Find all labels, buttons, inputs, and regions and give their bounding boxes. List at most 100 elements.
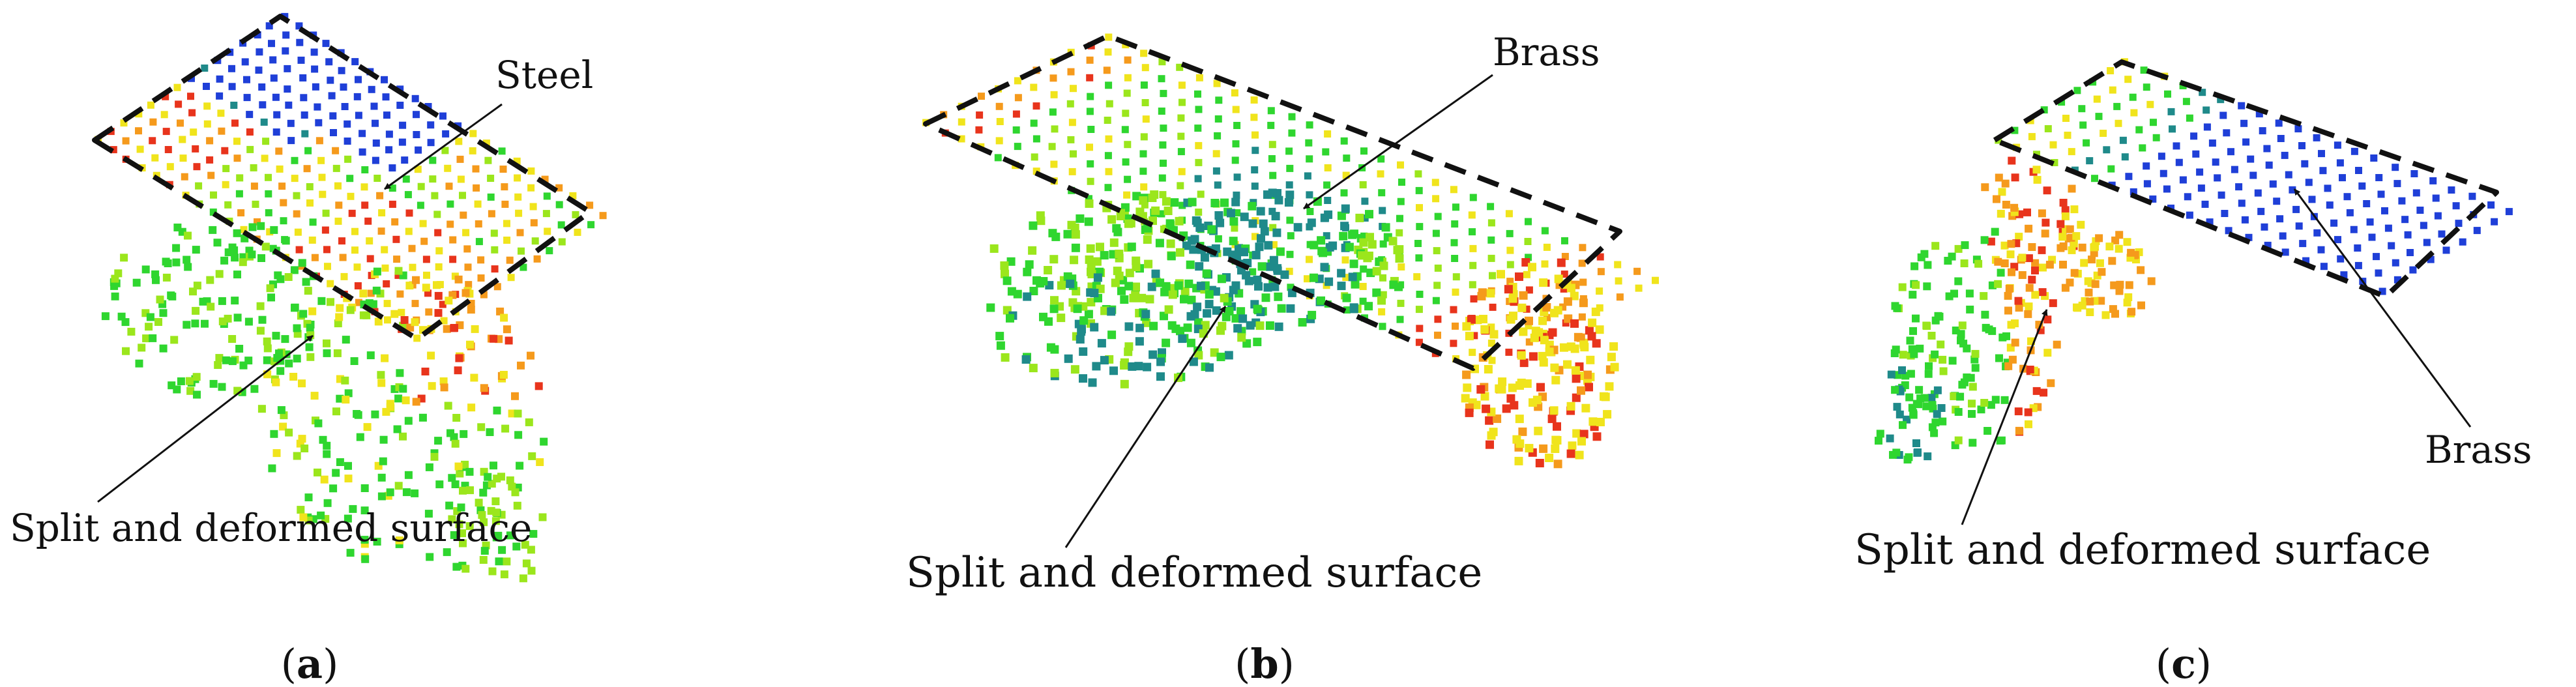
point-a [463,245,471,253]
point-a [314,468,321,476]
point-b [1182,241,1191,250]
arrow-split-c [1961,309,2048,525]
point-b [958,118,965,126]
point-a [276,275,285,284]
point-a [500,314,508,322]
point-b [1572,393,1581,402]
point-c [2049,299,2057,308]
point-c [1968,410,1976,418]
point-b [1377,155,1385,163]
point-b [1066,100,1074,108]
point-b [1359,238,1368,247]
point-b [1231,281,1240,290]
point-b [1067,220,1076,229]
point-b [1588,318,1597,327]
point-c [1997,436,2006,445]
point-b [1184,279,1193,288]
point-b [1214,235,1222,242]
point-a [399,121,407,129]
point-b [1462,322,1471,331]
point-c [2080,259,2088,267]
point-c [2070,205,2079,214]
point-b [1001,269,1009,278]
point-a [390,310,399,318]
point-b [1267,107,1275,115]
point-b [1560,285,1568,293]
point-b [1325,277,1334,286]
point-c [1950,392,1958,400]
point-c [1960,259,1969,267]
point-b [1141,64,1149,72]
point-a [246,145,254,153]
point-a [376,192,384,199]
point-a [450,531,458,539]
point-a [467,306,475,314]
point-c [1971,349,1980,358]
point-b [1242,270,1251,280]
point-b [1563,297,1572,306]
point-a [192,246,200,254]
point-b [1233,122,1241,129]
point-a [487,175,495,182]
point-b [1073,304,1082,314]
point-a [530,219,538,227]
point-b [1207,225,1216,234]
point-a [135,110,143,118]
point-b [1577,437,1586,446]
point-a [391,218,399,226]
point-b [1360,265,1368,273]
point-b [1310,273,1318,282]
point-b [1158,75,1165,83]
point-c [2039,263,2047,272]
point-c [1937,404,1946,412]
point-c [2318,150,2325,158]
point-a [491,265,499,273]
point-a [306,323,314,332]
point-a [334,182,342,190]
point-a [306,199,314,207]
point-b [1452,273,1460,281]
point-a [168,292,177,300]
point-a [160,111,168,119]
point-b [1306,256,1313,263]
point-a [259,101,267,109]
point-a [216,75,224,83]
point-a [531,237,539,245]
point-b [1287,284,1295,291]
point-c [2008,268,2015,276]
point-a [440,383,448,392]
point-a [514,174,521,182]
point-b [1398,263,1405,270]
point-a [488,567,497,576]
point-c [2007,240,2015,248]
point-b [1093,273,1102,282]
point-a [434,437,443,445]
point-a [381,354,389,362]
point-c [2028,133,2036,141]
point-c [2412,189,2420,197]
point-b [1450,306,1457,314]
point-a [319,190,327,198]
point-b [1001,353,1010,362]
point-b [1128,362,1137,371]
point-a [452,414,461,422]
point-b [1107,307,1116,316]
point-c [2319,167,2327,175]
point-c [1909,327,1917,335]
point-c [2095,113,2103,121]
point-a [454,366,462,375]
point-a [544,227,551,235]
point-a [287,137,295,145]
point-b [1176,248,1184,257]
point-b [1086,56,1094,64]
point-b [1049,255,1059,264]
point-b [1178,81,1186,89]
point-a [321,226,329,234]
point-b [1023,267,1032,276]
point-b [1351,280,1360,289]
point-a [203,83,210,90]
point-c [2023,208,2031,216]
point-b [1559,303,1567,311]
point-a [341,376,349,385]
point-a [263,344,272,353]
